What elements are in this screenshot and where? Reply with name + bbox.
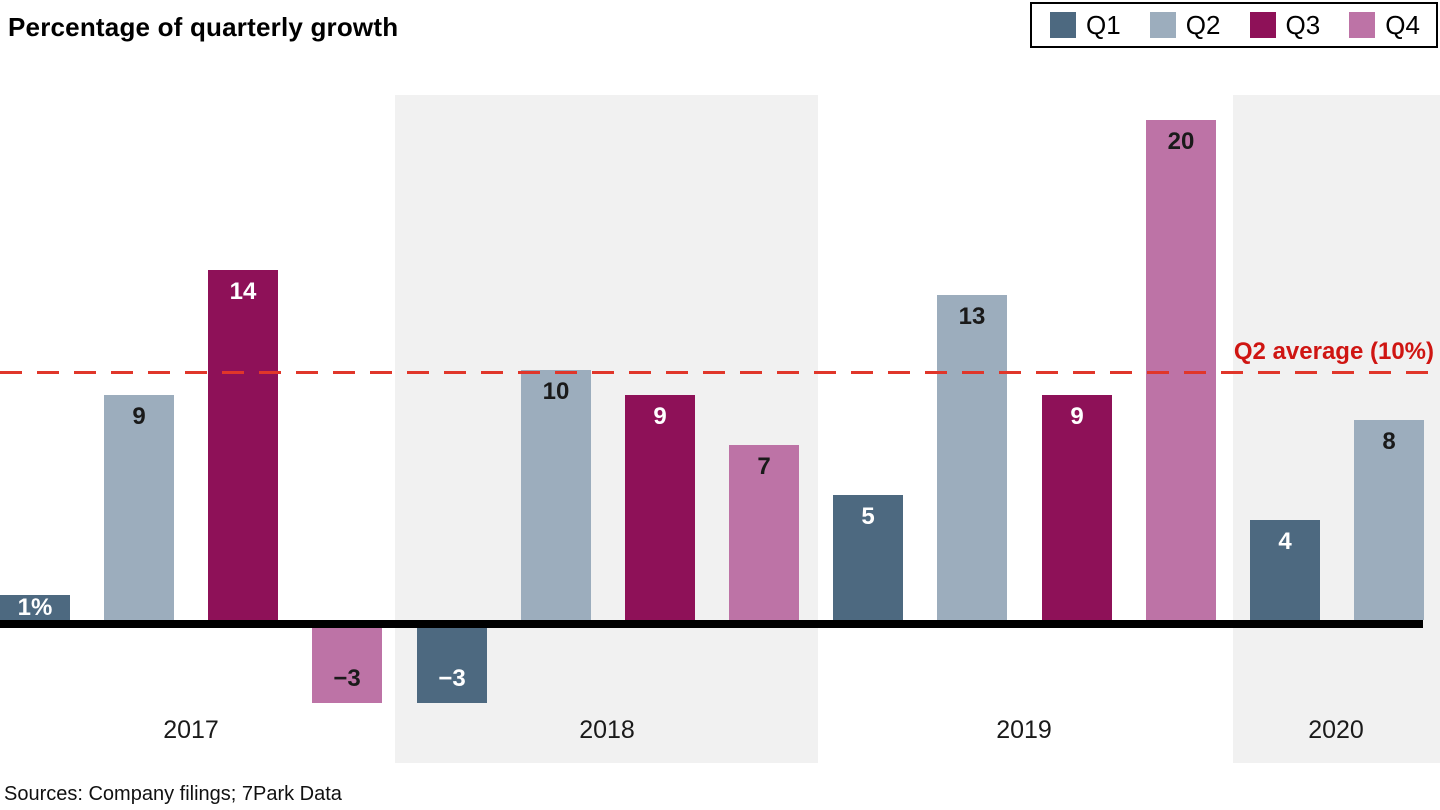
bar-value-label: 4	[1278, 528, 1292, 555]
legend: Q1 Q2 Q3 Q4	[1030, 2, 1438, 48]
bar-value-label: 7	[757, 453, 771, 480]
bar-value-label: 14	[229, 278, 257, 305]
legend-swatch-q3	[1249, 12, 1276, 38]
bar-value-label: 9	[132, 403, 146, 430]
year-label-2018: 2018	[579, 716, 635, 744]
bar-value-label: 10	[542, 378, 570, 405]
bar-value-label: −3	[333, 665, 361, 692]
legend-item-q2: Q2	[1149, 9, 1221, 41]
bar-2018-q2: 10	[521, 370, 591, 620]
legend-label-q4: Q4	[1385, 9, 1420, 40]
bar-2019-q3: 9	[1042, 395, 1112, 620]
bar-value-label: 9	[653, 403, 667, 430]
bar-2017-q3: 14	[208, 270, 278, 620]
reference-line	[0, 371, 1440, 374]
legend-item-q3: Q3	[1249, 9, 1321, 41]
bar-2017-q2: 9	[104, 395, 174, 620]
bar-2019-q4: 20	[1146, 120, 1216, 620]
bar-value-label: 5	[861, 503, 875, 530]
year-label-2019: 2019	[996, 716, 1052, 744]
x-axis-line	[0, 620, 1423, 628]
bar-value-label: −3	[438, 665, 466, 692]
bar-value-label: 8	[1382, 428, 1396, 455]
legend-label-q2: Q2	[1185, 9, 1221, 40]
legend-label-q3: Q3	[1285, 9, 1321, 40]
source-note: Sources: Company filings; 7Park Data	[4, 783, 342, 805]
bar-value-label: 9	[1070, 403, 1084, 430]
bar-value-label: 13	[958, 303, 986, 330]
bar-value-label: 20	[1167, 128, 1195, 155]
bar-2020-q2: 8	[1354, 420, 1424, 620]
legend-swatch-q2	[1149, 12, 1176, 38]
legend-item-q4: Q4	[1349, 10, 1420, 41]
bar-2018-q4: 7	[729, 445, 799, 620]
legend-swatch-q4	[1349, 12, 1376, 38]
bar-value-label: 1%	[17, 593, 53, 621]
bar-2017-q4: −3	[312, 628, 382, 703]
bar-2018-q3: 9	[625, 395, 695, 620]
legend-item-q1: Q1	[1050, 10, 1121, 41]
bar-2020-q1: 4	[1250, 520, 1320, 620]
bar-2019-q2: 13	[937, 295, 1007, 620]
year-label-2020: 2020	[1308, 716, 1364, 744]
bar-2019-q1: 5	[833, 495, 903, 620]
reference-line-label: Q2 average (10%)	[1233, 338, 1434, 365]
legend-label-q1: Q1	[1086, 9, 1121, 40]
legend-swatch-q1	[1050, 12, 1076, 38]
year-label-2017: 2017	[163, 716, 219, 744]
bar-2018-q1: −3	[417, 628, 487, 703]
chart-title: Percentage of quarterly growth	[8, 12, 399, 42]
bar-2017-q1: 1%	[0, 593, 70, 621]
